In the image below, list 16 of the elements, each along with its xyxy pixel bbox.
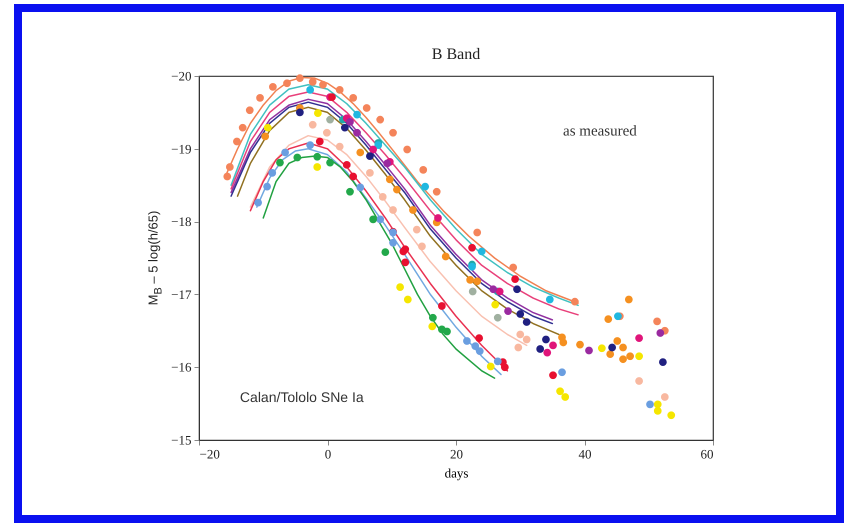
y-tick-label: −20	[171, 68, 192, 84]
annotation: as measured	[563, 124, 638, 140]
annotation: Calan/Tololo SNe Ia	[240, 389, 364, 406]
x-tick-label: −20	[200, 446, 220, 462]
x-tick-label: 60	[700, 446, 714, 462]
x-tick-label: 0	[324, 446, 332, 462]
y-tick-label: −15	[171, 432, 192, 448]
y-tick-label: −18	[171, 214, 192, 230]
x-tick-label: 40	[578, 446, 592, 462]
x-axis-title: days	[444, 466, 468, 480]
y-tick-label: −16	[171, 360, 192, 375]
line-series	[250, 134, 528, 346]
chart-title: B Band	[432, 46, 480, 63]
x-tick-label: 20	[450, 446, 463, 462]
y-tick-label: −19	[171, 141, 192, 156]
y-tick-label: −17	[171, 286, 192, 302]
